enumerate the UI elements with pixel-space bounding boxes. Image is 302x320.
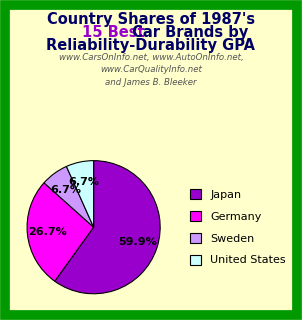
Text: Country Shares of 1987's: Country Shares of 1987's xyxy=(47,12,255,27)
Text: www.CarsOnInfo.net, www.AutoOnInfo.net,
www.CarQualityInfo.net
and James B. Blee: www.CarsOnInfo.net, www.AutoOnInfo.net, … xyxy=(59,53,243,87)
Text: 15 Best: 15 Best xyxy=(82,25,145,40)
Wedge shape xyxy=(27,183,94,281)
Text: 59.9%: 59.9% xyxy=(119,236,157,246)
Text: Car Brands by: Car Brands by xyxy=(127,25,248,40)
Text: 26.7%: 26.7% xyxy=(28,227,67,237)
Wedge shape xyxy=(66,161,94,227)
Text: 6.7%: 6.7% xyxy=(68,177,99,187)
Legend: Japan, Germany, Sweden, United States: Japan, Germany, Sweden, United States xyxy=(186,185,290,270)
Wedge shape xyxy=(44,166,94,227)
Text: Reliability-Durability GPA: Reliability-Durability GPA xyxy=(47,38,255,53)
Wedge shape xyxy=(55,161,160,294)
Text: 6.7%: 6.7% xyxy=(51,185,82,195)
